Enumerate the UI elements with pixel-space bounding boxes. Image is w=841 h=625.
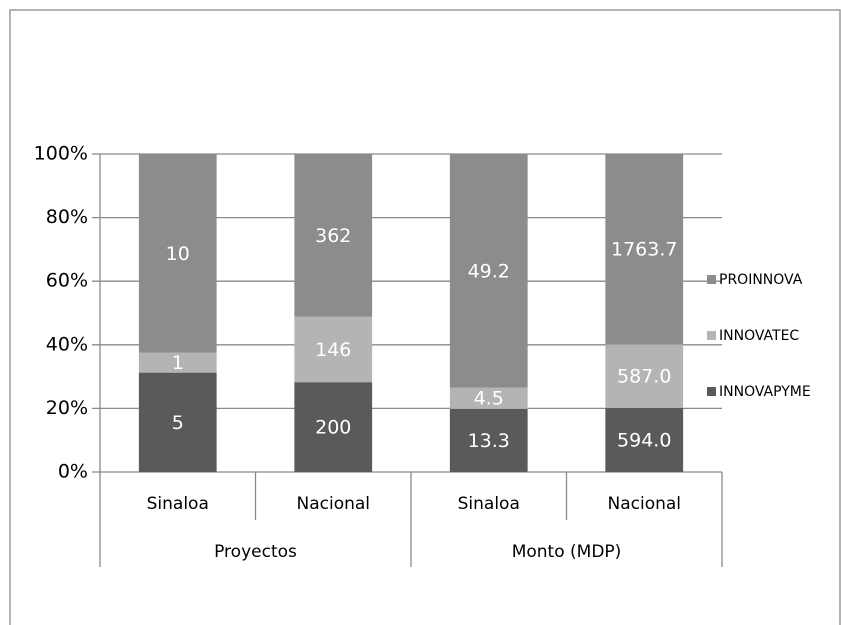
bar-segment: [294, 154, 373, 317]
bar-segment: [605, 344, 684, 408]
bar-segment: [449, 408, 528, 472]
y-tick-label: 100%: [34, 143, 88, 165]
bar-segment: [449, 387, 528, 409]
y-tick-label: 40%: [46, 333, 88, 355]
y-tick-label: 0%: [58, 461, 88, 483]
x-tick-label: Sinaloa: [458, 494, 520, 514]
data-label: 4.5: [474, 388, 504, 410]
data-label: 49.2: [468, 260, 510, 282]
bar-segment: [605, 407, 684, 472]
data-label: 362: [315, 225, 351, 247]
group-label: Proyectos: [214, 542, 297, 562]
data-label: 200: [315, 417, 351, 439]
group-label: Monto (MDP): [512, 542, 622, 562]
bar-segment: [138, 352, 217, 373]
y-tick-label: 80%: [46, 206, 88, 228]
data-label: 594.0: [617, 429, 671, 451]
bar-segment: [449, 154, 528, 388]
data-label: 1763.7: [611, 239, 677, 261]
y-tick-label: 20%: [46, 397, 88, 419]
bar-segment: [138, 154, 217, 353]
chart-frame: [9, 9, 841, 625]
legend-swatch: [707, 387, 716, 396]
bar-segment: [605, 154, 684, 345]
data-label: 13.3: [468, 430, 510, 452]
legend-label: INNOVATEC: [719, 328, 799, 344]
legend-swatch: [707, 275, 716, 284]
y-tick-label: 60%: [46, 270, 88, 292]
x-tick-label: Sinaloa: [147, 494, 209, 514]
data-label: 5: [172, 412, 184, 434]
data-label: 1: [172, 352, 184, 374]
bar-segment: [294, 316, 373, 383]
bar-segment: [294, 382, 373, 472]
data-label: 10: [166, 243, 190, 265]
legend-label: INNOVAPYME: [719, 384, 811, 400]
legend-label: PROINNOVA: [719, 272, 803, 288]
data-label: 146: [315, 339, 351, 361]
data-label: 587.0: [617, 366, 671, 388]
legend-swatch: [707, 331, 716, 340]
bar-segment: [138, 372, 217, 472]
x-tick-label: Nacional: [607, 494, 681, 514]
x-tick-label: Nacional: [296, 494, 370, 514]
